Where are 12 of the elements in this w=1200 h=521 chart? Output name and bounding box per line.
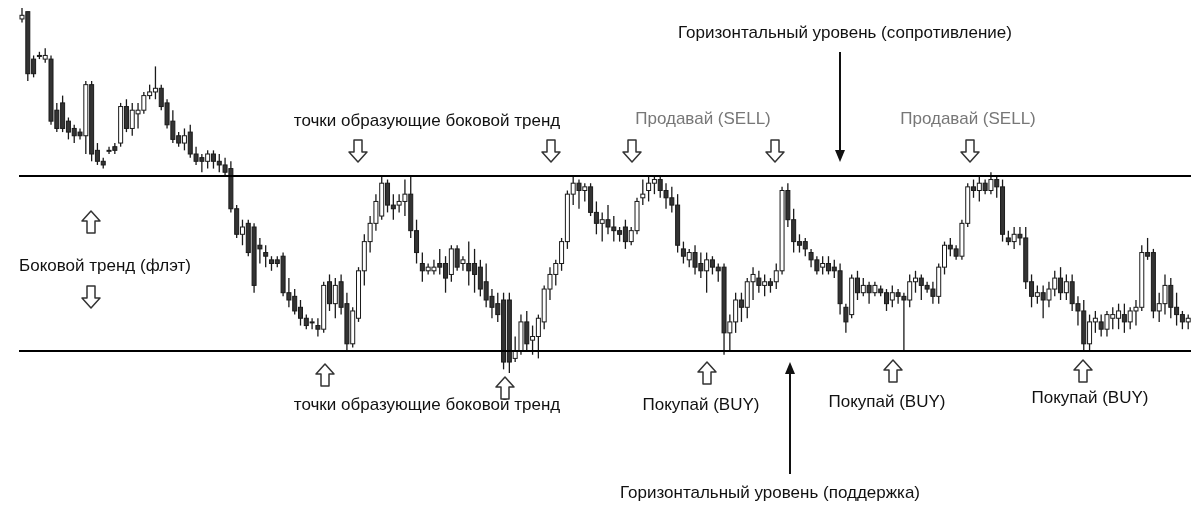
annotation: Продавай (SELL) [635, 109, 771, 128]
annotation: точки образующие боковой тренд [293, 111, 561, 130]
annotation: Горизонтальный уровень (сопротивление) [678, 23, 1012, 42]
text: Покупай (BUY) [642, 395, 760, 414]
candlestick [640, 178, 646, 206]
annotation: Продавай (SELL) [900, 109, 1036, 128]
candlestick [263, 244, 269, 268]
text: точки образующие боковой тренд [293, 395, 561, 414]
text: Горизонтальный уровень (поддержка) [619, 483, 921, 502]
text: Покупай (BUY) [828, 392, 946, 411]
text: Покупай (BUY) [1031, 388, 1149, 407]
annotation: Боковой тренд (флэт) [19, 256, 191, 275]
